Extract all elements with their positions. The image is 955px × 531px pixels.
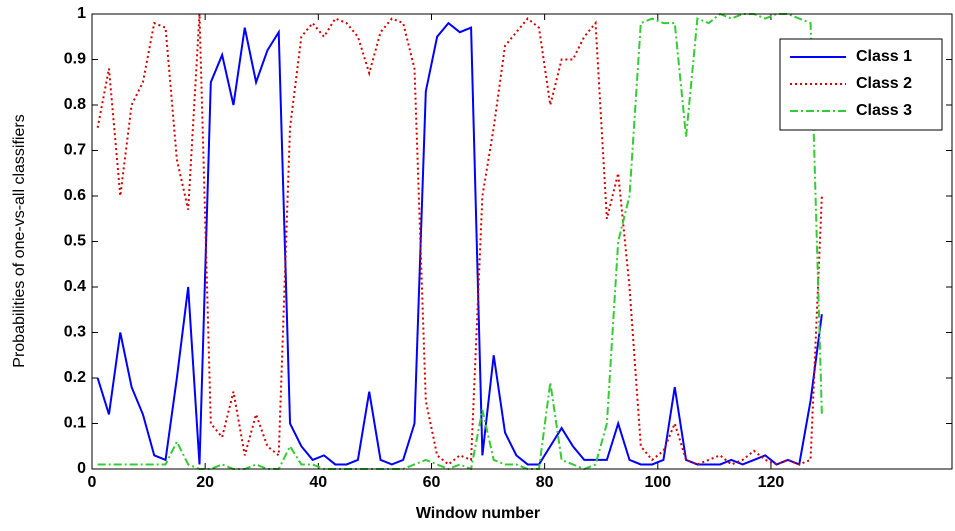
axes-box: [91, 13, 953, 470]
x-tick-label: 60: [423, 474, 441, 491]
x-tick-label: 80: [536, 474, 554, 491]
x-tick-label: 0: [88, 474, 97, 491]
x-tick-label: 20: [196, 474, 214, 491]
y-tick-label: 0.3: [64, 324, 86, 341]
y-axis-label: Probabilities of one-vs-all classifiers: [11, 114, 28, 367]
y-tick-label: 1: [77, 5, 86, 22]
x-tick-label: 40: [309, 474, 327, 491]
y-tick-label: 0: [77, 460, 86, 477]
y-tick-label: 0.4: [64, 278, 86, 295]
y-tick-label: 0.7: [64, 142, 86, 159]
y-tick-label: 0.9: [64, 51, 86, 68]
legend: Class 1 Class 2 Class 3: [779, 38, 943, 131]
x-tick-label: 100: [644, 474, 671, 491]
legend-label: Class 3: [856, 102, 912, 119]
x-tick-label: 120: [758, 474, 785, 491]
legend-label: Class 2: [856, 75, 912, 92]
y-tick-label: 0.2: [64, 369, 86, 386]
y-tick-label: 0.6: [64, 187, 86, 204]
series-line: [97, 12, 823, 471]
y-tick-label: 0.8: [64, 96, 86, 113]
x-axis-label: Window number: [416, 505, 540, 522]
legend-label: Class 1: [856, 48, 912, 65]
y-tick-label: 0.1: [64, 415, 86, 432]
series-line: [96, 21, 823, 466]
y-tick-label: 0.5: [64, 233, 86, 250]
